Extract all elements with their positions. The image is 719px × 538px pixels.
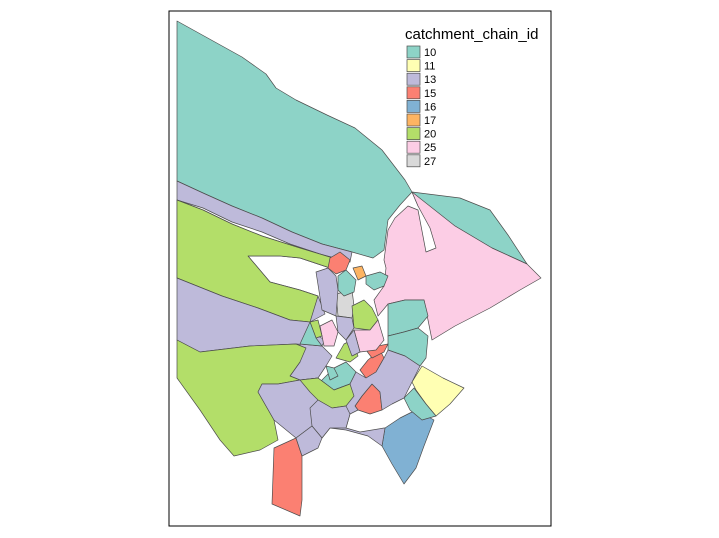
catchment-polygon [373,191,542,341]
catchment-polygons [176,20,542,517]
legend-swatch [406,86,421,100]
legend-label: 15 [424,88,436,100]
legend-swatch [406,113,421,127]
catchment-polygon [403,387,437,421]
legend-label: 13 [424,74,436,86]
legend-swatch [406,140,421,154]
legend-label: 17 [424,115,436,127]
legend-label: 16 [424,101,436,113]
catchment-polygon [299,377,355,409]
catchment-polygon [325,365,339,381]
catchment-polygon [299,321,323,347]
legend-swatch [406,154,421,168]
legend-label: 25 [424,142,436,154]
catchment-polygon [271,437,303,517]
legend-label: 27 [424,156,436,168]
catchment-polygon [295,425,323,457]
catchment-polygon [345,329,361,357]
legend-label: 11 [424,61,435,73]
legend-swatch [406,127,421,140]
catchment-polygon [176,180,353,263]
legend-swatch [406,59,421,72]
legend-title: catchment_chain_id [405,26,538,43]
legend-swatch [406,100,421,113]
catchment-polygon [381,409,435,485]
catchment-polygon [319,319,339,347]
legend-label: 10 [424,47,436,59]
legend-swatch [406,45,421,59]
catchment-polygon [365,271,389,291]
catchment-polygon [335,315,355,341]
legend-label: 20 [424,129,436,141]
catchment-polygon [309,399,351,439]
catchment-polygon [315,267,339,317]
legend-swatch [406,72,421,86]
